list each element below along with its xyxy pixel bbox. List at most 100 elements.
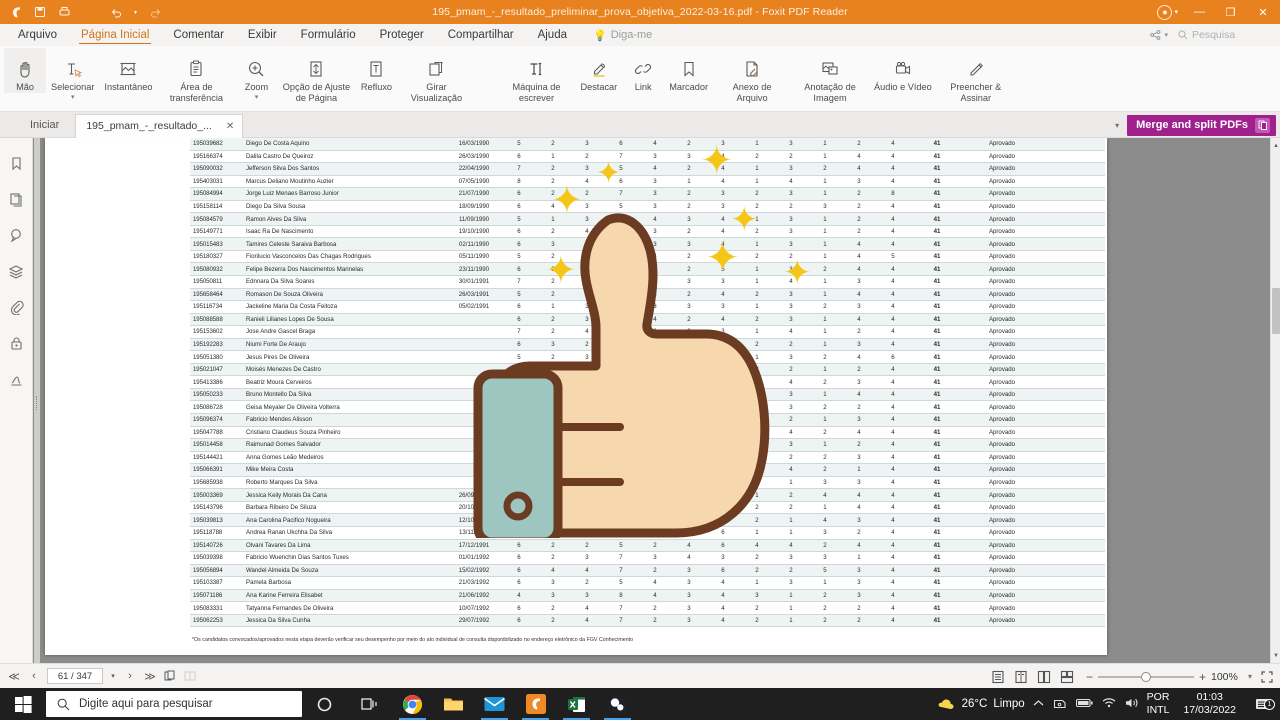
volume-icon[interactable] [1125,697,1139,712]
page-split-icon[interactable] [180,665,200,687]
foxit-reader-icon[interactable] [515,688,556,720]
cell-score: 2 [755,315,759,323]
mail-icon[interactable] [474,688,515,720]
undo-icon[interactable] [105,2,127,22]
zoom-out-button[interactable]: − [1085,669,1093,684]
menu-pagina-inicial[interactable]: Página Inicial [69,24,161,46]
language-indicator[interactable]: POR INTL [1147,691,1170,717]
cortana-circle-icon[interactable] [302,688,347,720]
redo-icon[interactable] [144,2,166,22]
tool-hand[interactable]: Mão [4,48,46,93]
scroll-up-button[interactable]: ▲ [1273,142,1279,149]
vertical-scrollbar[interactable]: ▲ ▼ [1270,138,1280,663]
tool-instantaneo[interactable]: Instantâneo [99,48,157,93]
comments-panel-icon[interactable] [9,228,24,243]
foxit-logo-icon[interactable] [5,2,27,22]
clock-widget[interactable]: 01:03 17/03/2022 [1177,691,1242,717]
search-box[interactable]: Pesquisa [1178,29,1274,41]
notifications-icon[interactable]: 1 [1250,697,1276,711]
zoom-dropdown-caret-icon[interactable]: ▾ [1247,672,1252,681]
save-icon[interactable] [29,2,51,22]
tool-anotacao-imagem[interactable]: Anotação de Imagem [791,48,869,103]
previous-page-button[interactable]: ‹ [32,670,36,682]
chrome-icon[interactable] [392,688,433,720]
layers-panel-icon[interactable] [8,264,24,279]
zoom-slider[interactable]: − + 100% [1086,670,1241,684]
cell-score: 2 [551,541,555,549]
print-icon[interactable] [53,2,75,22]
page-thumbnails-icon[interactable] [9,192,24,207]
tool-marcador[interactable]: Marcador [664,48,713,93]
battery-icon[interactable] [1075,698,1093,711]
task-view-icon[interactable] [347,688,392,720]
tab-document[interactable]: 195_pmam_-_resultado_... ✕ [75,113,244,138]
tool-destacar[interactable]: Destacar [575,48,622,93]
scrollbar-thumb[interactable] [1272,288,1280,334]
single-page-view-icon[interactable] [990,669,1006,685]
tab-iniciar[interactable]: Iniciar [30,118,60,131]
tool-maquina-escrever[interactable]: Máquina de escrever [497,48,575,103]
menu-formulario[interactable]: Formulário [300,29,356,41]
onedrive-icon[interactable] [1053,697,1067,712]
menu-arquivo[interactable]: Arquivo [18,29,57,41]
close-button[interactable]: ✕ [1258,6,1268,19]
cell-score: 2 [755,341,759,349]
tool-zoom-caret-icon[interactable]: ▾ [254,93,259,101]
document-viewer[interactable]: 195039682 Diego De Costa Aquino 16/03/1990… [40,138,1270,663]
minimize-button[interactable]: — [1194,6,1205,18]
tool-link[interactable]: Link [622,48,664,93]
cell-score: 3 [653,328,657,336]
menu-comentar[interactable]: Comentar [173,29,224,41]
merge-and-split-pdfs-button[interactable]: Merge and split PDFs [1127,114,1276,136]
tool-area-transferencia[interactable]: Área de transferência [157,48,235,103]
file-explorer-icon[interactable] [433,688,474,720]
menu-proteger[interactable]: Proteger [379,29,424,41]
signatures-panel-icon[interactable] [9,372,24,387]
menu-ajuda[interactable]: Ajuda [537,29,567,41]
tool-opcao-ajuste-pagina[interactable]: Opção de Ajuste de Página [277,48,355,103]
tab-overflow-caret-icon[interactable]: ▾ [1115,120,1120,130]
tool-anexo-arquivo[interactable]: Anexo de Arquivo [713,48,791,103]
tool-refluxo[interactable]: Refluxo [355,48,397,93]
excel-icon[interactable] [556,688,597,720]
facing-view-icon[interactable] [1036,669,1052,685]
page-dropdown-caret-icon[interactable]: ▾ [111,673,115,680]
wifi-icon[interactable] [1102,697,1116,711]
continuous-view-icon[interactable] [1013,669,1029,685]
tool-selecionar[interactable]: Selecionar ▾ [46,48,99,101]
windows-start-icon[interactable] [0,688,46,720]
obs-studio-icon[interactable] [597,688,638,720]
menu-compartilhar[interactable]: Compartilhar [447,29,514,41]
page-number-field[interactable]: 61 / 347 [47,668,103,684]
bookmark-panel-icon[interactable] [9,156,24,171]
share-icon [1150,30,1161,40]
attachments-panel-icon[interactable] [9,300,24,315]
share-button[interactable]: ▾ [1150,30,1168,40]
menu-exibir[interactable]: Exibir [247,29,277,41]
tool-girar-visualizacao[interactable]: Girar Visualização [397,48,475,103]
account-badge[interactable]: ● ▾ [1157,4,1178,20]
zoom-knob[interactable] [1140,671,1151,682]
weather-widget[interactable]: 26°C Limpo [938,696,1025,712]
search-input[interactable]: Digite aqui para pesquisar [46,691,302,717]
fullscreen-icon[interactable] [1259,669,1275,685]
next-page-button[interactable]: › [128,670,132,682]
chevron-up-icon[interactable] [1033,698,1044,710]
navigation-pane-splitter[interactable] [34,138,40,663]
zoom-in-button[interactable]: + [1198,669,1206,684]
last-page-button[interactable]: ≫ [144,670,156,683]
tool-audio-video[interactable]: Áudio e Vídeo [869,48,937,93]
facing-continuous-view-icon[interactable] [1059,669,1075,685]
tool-preencher-assinar[interactable]: Preencher & Assinar [937,48,1015,103]
security-panel-icon[interactable] [9,336,24,351]
zoom-track[interactable] [1097,671,1194,682]
first-page-button[interactable]: ≪ [8,670,20,683]
tool-zoom[interactable]: Zoom ▾ [235,48,277,101]
maximize-button[interactable]: ❐ [1225,6,1236,19]
page-organize-icon[interactable] [160,665,180,687]
undo-dropdown-caret-icon[interactable]: ▾ [133,9,137,16]
tool-selecionar-caret-icon[interactable]: ▾ [70,93,75,101]
scroll-down-button[interactable]: ▼ [1273,652,1279,659]
tell-me-box[interactable]: 💡 Diga-me [593,29,652,42]
tab-close-icon[interactable]: ✕ [225,120,235,132]
